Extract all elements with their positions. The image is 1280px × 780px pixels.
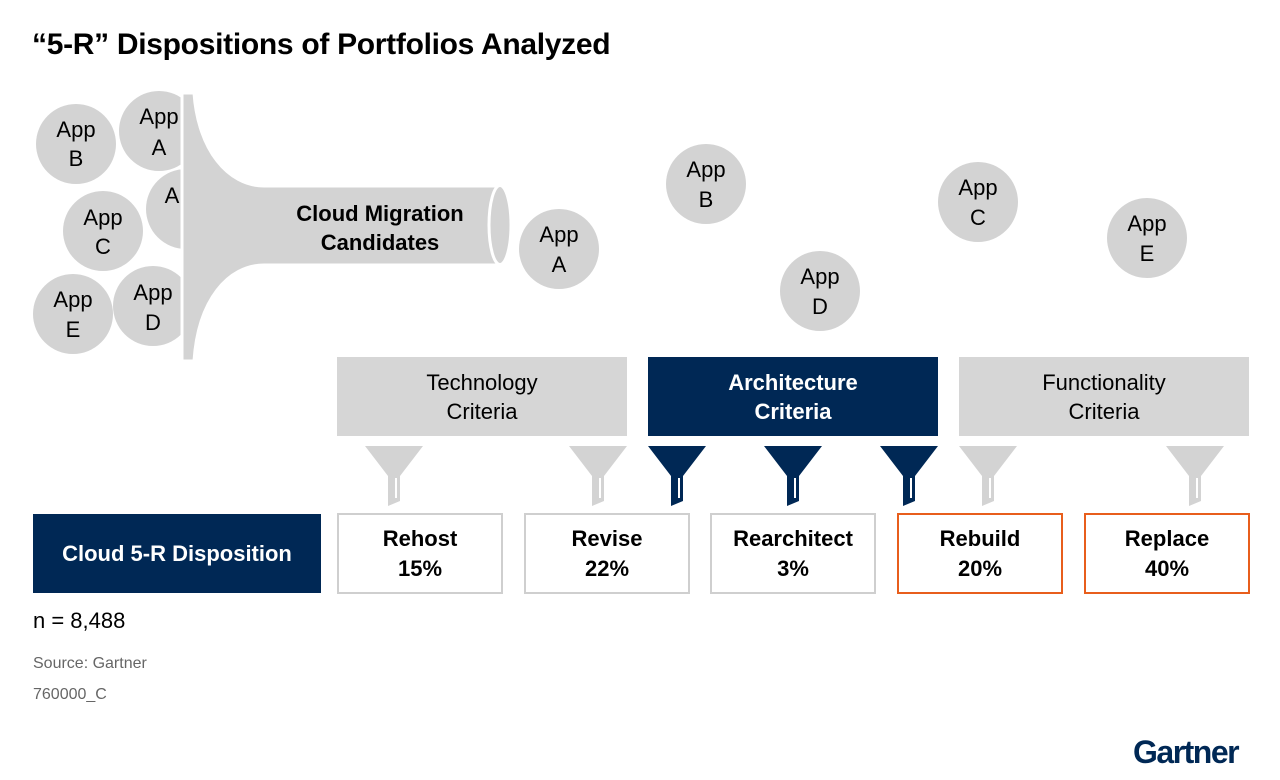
svg-text:A: A: [165, 183, 180, 208]
outcome-percent: 40%: [1144, 555, 1190, 581]
gartner-logo: Gartner: [1133, 734, 1240, 770]
floating-app-bubble: App C: [938, 162, 1018, 242]
migration-funnel: Cloud Migration Candidates: [180, 91, 513, 363]
floating-app-bubble: App B: [666, 144, 746, 224]
svg-text:A: A: [552, 252, 567, 277]
svg-text:D: D: [145, 310, 161, 335]
svg-text:App: App: [1127, 211, 1166, 236]
svg-text:C: C: [970, 205, 986, 230]
filter-funnel-icon: [959, 446, 1017, 506]
criteria-label: Architecture: [728, 369, 858, 395]
outcome-name: Rehost: [382, 525, 458, 551]
criteria-label: Criteria: [446, 398, 518, 424]
criteria-label: Technology: [426, 369, 538, 395]
criteria-label: Functionality: [1042, 369, 1166, 395]
input-app-bubble: App D: [113, 266, 193, 346]
svg-text:E: E: [66, 317, 81, 342]
source-note: Source: Gartner: [33, 655, 147, 672]
filter-funnel-icon: [569, 446, 627, 506]
outcome-rehost: Rehost 15%: [337, 513, 503, 594]
outcome-replace: Replace 40%: [1084, 513, 1250, 594]
outcome-name: Rebuild: [939, 525, 1021, 551]
svg-text:App: App: [133, 280, 172, 305]
svg-text:B: B: [69, 146, 84, 171]
svg-text:App: App: [539, 222, 578, 247]
outcome-name: Revise: [571, 525, 643, 551]
filter-funnel-icon: [764, 446, 822, 506]
input-app-bubble: App B: [36, 104, 116, 184]
svg-text:D: D: [812, 294, 828, 319]
outcome-percent: 15%: [397, 555, 443, 581]
svg-text:App: App: [686, 157, 725, 182]
svg-text:App: App: [83, 205, 122, 230]
filter-funnel-icon: [648, 446, 706, 506]
outcome-rearchitect: Rearchitect 3%: [710, 513, 876, 594]
architecture-criteria-box: Architecture Criteria: [648, 357, 938, 436]
outcome-rebuild: Rebuild 20%: [897, 513, 1063, 594]
output-app-bubble: App A: [519, 209, 599, 289]
svg-text:App: App: [53, 287, 92, 312]
outcome-percent: 3%: [777, 555, 809, 581]
funnel-label-line1: Cloud Migration: [296, 201, 463, 226]
svg-text:B: B: [699, 187, 714, 212]
sample-size: n = 8,488: [33, 608, 126, 633]
floating-app-bubble: App E: [1107, 198, 1187, 278]
svg-text:App: App: [139, 104, 178, 129]
funnel-label-line2: Candidates: [321, 230, 440, 255]
svg-text:App: App: [958, 175, 997, 200]
svg-text:App: App: [800, 264, 839, 289]
technology-criteria-box: Technology Criteria: [337, 357, 627, 436]
figure-id: 760000_C: [33, 686, 107, 703]
input-app-bubble: App C: [63, 191, 143, 271]
outcome-name: Rearchitect: [733, 525, 853, 551]
svg-text:App: App: [56, 117, 95, 142]
input-app-bubble: App A: [119, 91, 199, 171]
outcome-revise: Revise 22%: [524, 513, 690, 594]
outcome-percent: 20%: [957, 555, 1003, 581]
input-app-bubble: App E: [33, 274, 113, 354]
floating-app-bubble: App D: [780, 251, 860, 331]
page-title: “5-R” Dispositions of Portfolios Analyze…: [32, 28, 611, 61]
filter-funnel-icon: [880, 446, 938, 506]
filter-funnel-icon: [1166, 446, 1224, 506]
svg-text:C: C: [95, 234, 111, 259]
functionality-criteria-box: Functionality Criteria: [959, 357, 1249, 436]
disposition-label: Cloud 5-R Disposition: [33, 514, 321, 593]
svg-text:E: E: [1140, 241, 1155, 266]
outcome-name: Replace: [1124, 525, 1210, 551]
criteria-label: Criteria: [754, 398, 832, 424]
criteria-label: Criteria: [1068, 398, 1140, 424]
outcome-percent: 22%: [584, 555, 630, 581]
filter-funnel-icon: [365, 446, 423, 506]
svg-text:A: A: [152, 135, 167, 160]
